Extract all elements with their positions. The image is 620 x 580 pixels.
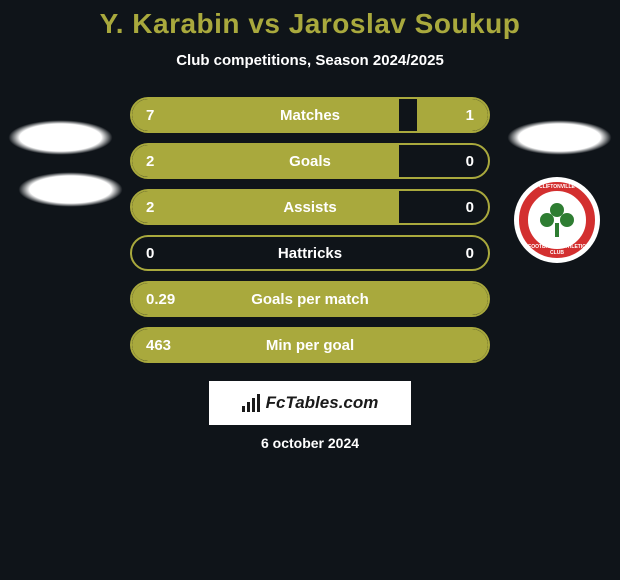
stat-value-left: 0 xyxy=(146,245,154,262)
stat-bar-left xyxy=(132,191,399,223)
player-right-avatar-placeholder xyxy=(507,120,612,155)
stat-row: 7 Matches 1 xyxy=(130,97,490,133)
club-badge-text-top: CLIFTONVILLE xyxy=(528,184,586,190)
stat-label: Assists xyxy=(283,199,336,216)
club-badge-text-bottom: FOOTBALL & ATHLETIC CLUB xyxy=(528,244,586,256)
subtitle: Club competitions, Season 2024/2025 xyxy=(0,52,620,69)
stat-label: Goals per match xyxy=(251,291,369,308)
player-left-avatar-placeholder xyxy=(8,120,113,155)
stat-row: 2 Goals 0 xyxy=(130,143,490,179)
stat-row: 463 Min per goal xyxy=(130,327,490,363)
stat-label: Hattricks xyxy=(278,245,342,262)
stat-bar-right xyxy=(417,99,488,131)
brand-banner: FcTables.com xyxy=(209,381,411,425)
stat-value-right: 1 xyxy=(466,107,474,124)
brand-text: FcTables.com xyxy=(266,393,379,413)
date-text: 6 october 2024 xyxy=(261,435,359,451)
player-left-club-placeholder xyxy=(18,172,123,207)
stat-row: 0 Hattricks 0 xyxy=(130,235,490,271)
stat-value-right: 0 xyxy=(466,245,474,262)
stat-value-left: 7 xyxy=(146,107,154,124)
club-badge-right: CLIFTONVILLE FOOTBALL & ATHLETIC CLUB xyxy=(514,177,600,263)
stat-value-right: 0 xyxy=(466,153,474,170)
stat-bar-left xyxy=(132,145,399,177)
shamrock-icon xyxy=(540,203,574,237)
stat-value-left: 0.29 xyxy=(146,291,175,308)
bar-chart-icon xyxy=(242,394,260,412)
stat-row: 2 Assists 0 xyxy=(130,189,490,225)
stat-bar-left xyxy=(132,99,399,131)
stat-value-left: 2 xyxy=(146,153,154,170)
stat-value-left: 2 xyxy=(146,199,154,216)
stat-label: Matches xyxy=(280,107,340,124)
stat-label: Min per goal xyxy=(266,337,354,354)
stat-row: 0.29 Goals per match xyxy=(130,281,490,317)
page-title: Y. Karabin vs Jaroslav Soukup xyxy=(0,8,620,40)
stat-value-right: 0 xyxy=(466,199,474,216)
stat-value-left: 463 xyxy=(146,337,171,354)
stat-label: Goals xyxy=(289,153,331,170)
